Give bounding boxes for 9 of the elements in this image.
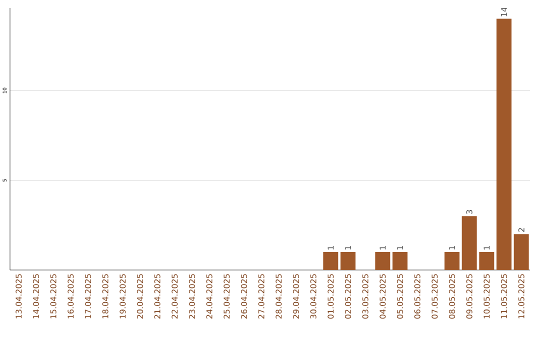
bar xyxy=(375,252,390,270)
bar xyxy=(444,252,460,270)
bar xyxy=(392,252,408,270)
bar xyxy=(323,252,338,270)
bar xyxy=(340,252,356,270)
bar xyxy=(514,234,529,270)
bar xyxy=(462,216,477,270)
bar xyxy=(479,252,494,270)
bar xyxy=(496,18,512,270)
